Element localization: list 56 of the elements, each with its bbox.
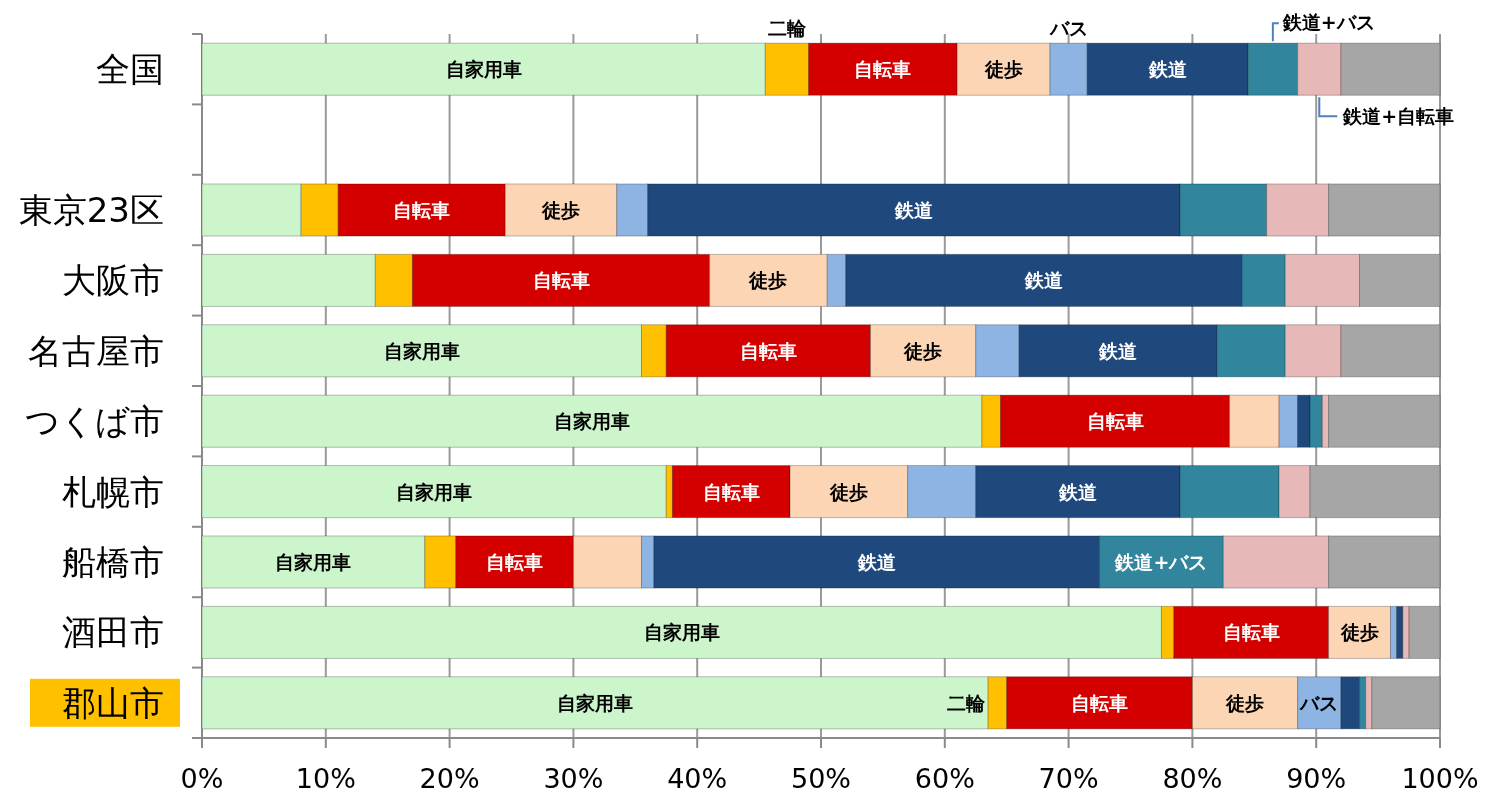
x-tick-label: 80% (1162, 763, 1223, 794)
x-tick-label: 100% (1401, 763, 1479, 794)
data-label: 鉄道 (893, 199, 933, 221)
x-tick-label: 30% (543, 763, 604, 794)
data-label: 鉄道 (1023, 269, 1063, 292)
data-label: 二輪 (947, 691, 987, 714)
data-label: 鉄道 (856, 551, 896, 573)
x-tick-label: 40% (667, 763, 728, 794)
y-tick-label: 大阪市 (62, 260, 164, 301)
data-label: 徒歩 (748, 269, 788, 292)
series-label: 鉄道 (1147, 58, 1187, 81)
y-tick-label: 全国 (96, 49, 164, 90)
y-tick-label: 郡山市 (62, 682, 164, 723)
data-label: 自家用車 (553, 410, 630, 433)
y-tick-label: 名古屋市 (28, 330, 164, 371)
data-label: 徒歩 (903, 339, 943, 362)
data-label: 自転車 (1086, 410, 1144, 433)
x-tick-label: 60% (914, 763, 975, 794)
data-label: 鉄道 (1098, 339, 1138, 362)
series-label: 自家用車 (445, 58, 522, 81)
data-label: 自家用車 (383, 339, 460, 362)
y-tick-label: 酒田市 (62, 612, 164, 653)
series-label: 二輪 (767, 17, 807, 40)
data-label: 自転車 (486, 551, 544, 573)
x-tick-label: 20% (419, 763, 480, 794)
x-tick-label: 0% (180, 763, 224, 794)
series-label: 鉄道+自転車 (1342, 105, 1455, 128)
y-tick-label: 札幌市 (62, 471, 164, 512)
data-label: 自家用車 (643, 621, 720, 644)
data-label: 自転車 (739, 339, 797, 362)
data-label: 自転車 (1071, 691, 1129, 714)
data-label: バス (1299, 691, 1339, 714)
y-tick-label: 船橋市 (62, 542, 164, 582)
data-label: 自転車 (702, 480, 760, 503)
data-label: 自転車 (532, 269, 590, 292)
data-label: 徒歩 (1225, 691, 1265, 714)
series-label: 徒歩 (983, 58, 1023, 81)
x-tick-label: 10% (295, 763, 356, 794)
data-label: 徒歩 (541, 199, 581, 221)
data-label: 自家用車 (557, 691, 634, 714)
series-label: バス (1048, 17, 1088, 40)
y-tick-label: つくば市 (25, 401, 164, 442)
data-label: 徒歩 (828, 480, 868, 503)
data-label: 自家用車 (396, 480, 473, 503)
data-label: 鉄道+バス (1114, 551, 1208, 573)
series-label: 自転車 (854, 58, 912, 81)
data-label: 徒歩 (1339, 621, 1379, 644)
data-label: 自家用車 (275, 551, 352, 573)
data-label: 自転車 (1222, 621, 1280, 644)
series-label: 鉄道+バス (1281, 11, 1375, 34)
x-tick-label: 90% (1286, 763, 1347, 794)
x-tick-label: 70% (1038, 763, 1099, 794)
data-label: 自転車 (393, 199, 451, 221)
y-tick-label: 東京23区 (18, 190, 164, 230)
x-tick-label: 50% (790, 763, 852, 794)
data-label: 鉄道 (1057, 480, 1097, 503)
